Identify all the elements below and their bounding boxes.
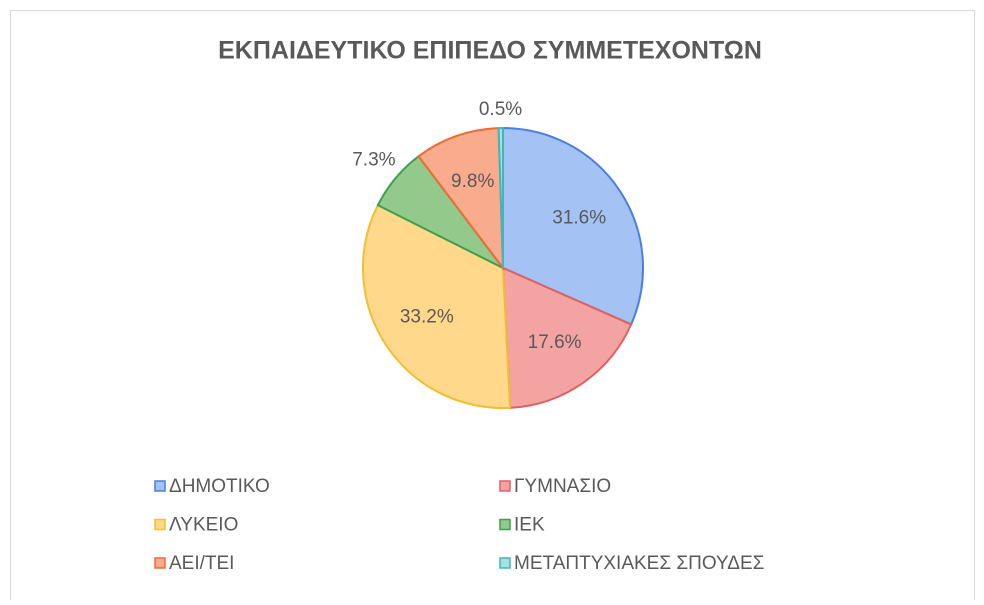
legend-swatch xyxy=(499,518,511,531)
legend-label: ΜΕΤΑΠΤΥΧΙΑΚΕΣ ΣΠΟΥΔΕΣ xyxy=(514,553,764,574)
legend-label: ΓΥΜΝΑΣΙΟ xyxy=(514,476,611,497)
pie-slice xyxy=(362,203,512,409)
pie-slice xyxy=(502,126,644,326)
data-label: 17.6% xyxy=(528,332,582,353)
data-label: 9.8% xyxy=(451,171,494,192)
legend-swatch xyxy=(154,518,166,531)
data-label: 0.5% xyxy=(479,99,522,120)
legend-swatch xyxy=(154,557,166,569)
legend-label: ΔΗΜΟΤΙΚΟ xyxy=(169,476,270,497)
legend-swatch xyxy=(499,480,511,492)
chart-title: ΕΚΠΑΙΔΕΥΤΙΚΟ ΕΠΙΠΕΔΟ ΣΥΜΜΕΤΕΧΟΝΤΩΝ xyxy=(218,37,762,65)
legend-label: ΑΕΙ/ΤΕΙ xyxy=(169,553,234,574)
legend-swatch xyxy=(499,557,511,569)
pie-slice xyxy=(497,126,504,269)
legend-swatch xyxy=(154,480,166,492)
pie-slice xyxy=(501,266,633,409)
data-label: 31.6% xyxy=(552,207,606,228)
data-label: 7.3% xyxy=(352,150,395,171)
legend-label: ΙΕΚ xyxy=(514,515,545,536)
data-label: 33.2% xyxy=(400,307,454,328)
pie-slice xyxy=(417,127,505,272)
legend-label: ΛΥΚΕΙΟ xyxy=(169,515,238,536)
